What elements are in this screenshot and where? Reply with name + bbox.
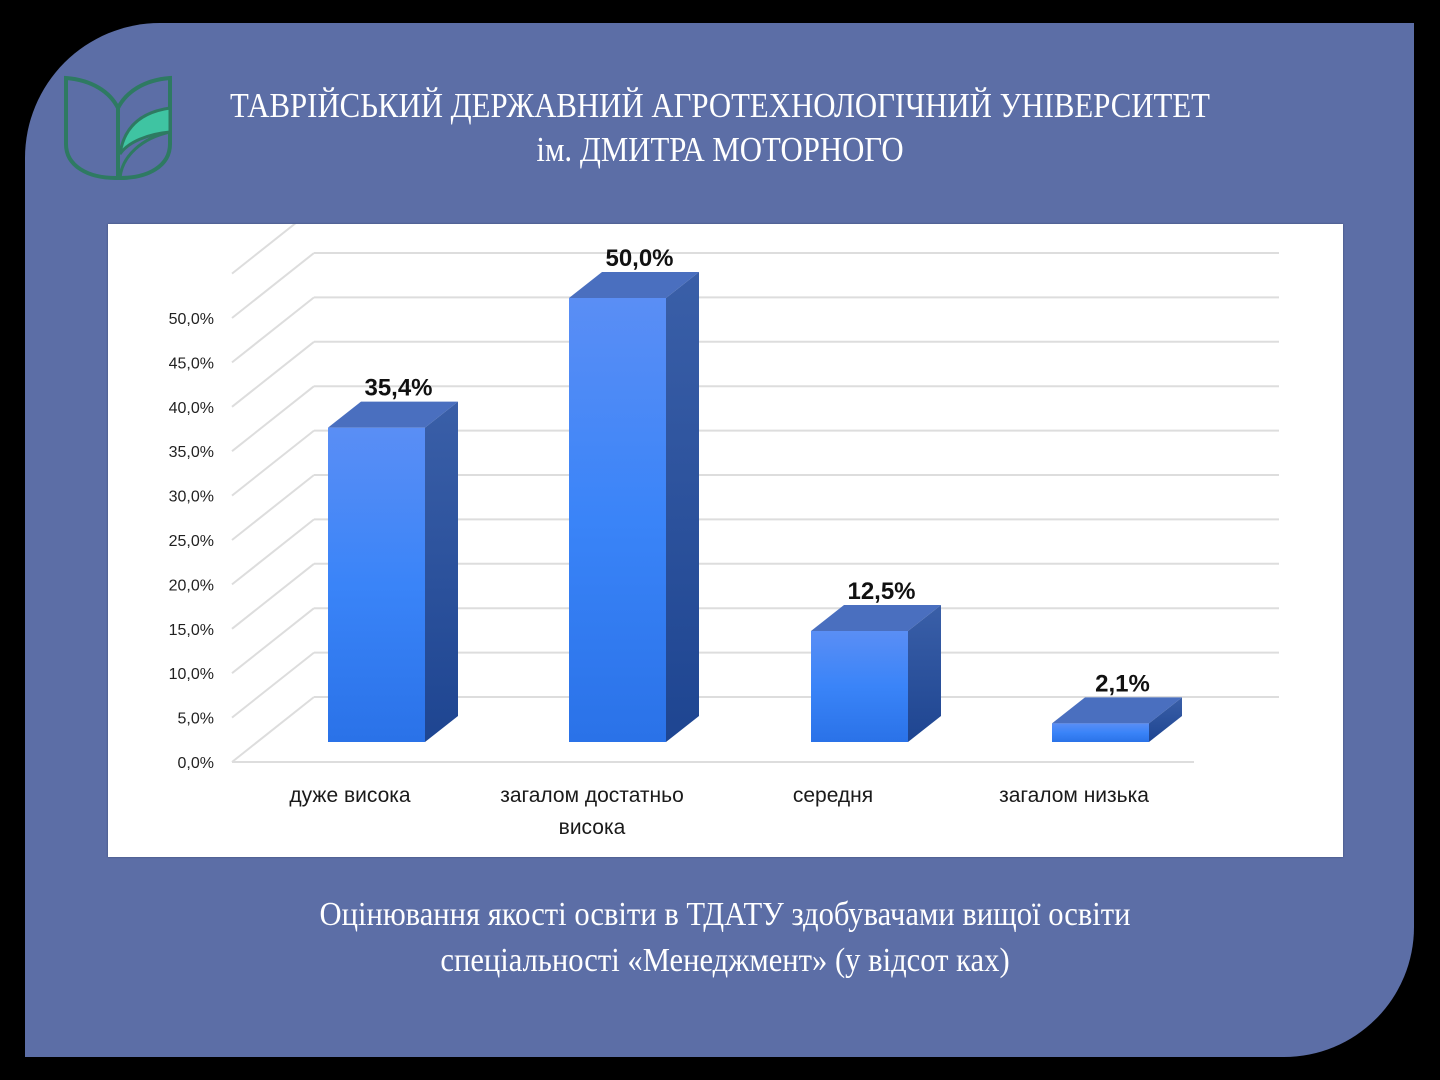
y-tick-label: 15,0% [169, 622, 214, 639]
data-label: 35,4% [364, 375, 432, 402]
x-category-label: висока [559, 816, 626, 839]
x-category-label: середня [793, 784, 873, 807]
y-tick-label: 30,0% [169, 489, 214, 506]
caption-line-1: Оцінювання якості освіти в ТДАТУ здобува… [319, 896, 1131, 933]
gridlines [231, 224, 1279, 763]
y-axis-ticks: 0,0% 5,0% 10,0% 15,0% 20,0% 25,0% 30,0% 35,0% 40… [169, 311, 214, 772]
bars: 35,4% 50,0% 12,5% 2,1% [328, 245, 1182, 742]
x-category-label: загалом низька [999, 784, 1149, 807]
chart-container: 0,0% 5,0% 10,0% 15,0% 20,0% 25,0% 30,0% 35,0% 40… [108, 224, 1343, 857]
title-line-1: ТАВРІЙСЬКИЙ ДЕРЖАВНИЙ АГРОТЕХНОЛОГІЧНИЙ … [229, 86, 1210, 125]
bar-chart: 0,0% 5,0% 10,0% 15,0% 20,0% 25,0% 30,0% 35,0% 40… [169, 224, 1279, 839]
leaf-shield-logo-icon [64, 75, 172, 180]
y-tick-label: 40,0% [169, 400, 214, 417]
y-tick-label: 50,0% [169, 311, 214, 328]
y-tick-label: 25,0% [169, 533, 214, 550]
x-category-label: загалом достатньо [500, 784, 684, 807]
x-category-label: дуже висока [289, 784, 411, 807]
caption-line-2: спеціальності «Менеджмент» (у відсот ках… [440, 942, 1010, 979]
bar-4: 2,1% [1052, 670, 1182, 742]
y-tick-label: 0,0% [178, 755, 214, 772]
y-tick-label: 20,0% [169, 577, 214, 594]
y-tick-label: 45,0% [169, 355, 214, 372]
university-title: ТАВРІЙСЬКИЙ ДЕРЖАВНИЙ АГРОТЕХНОЛОГІЧНИЙ … [218, 84, 1221, 172]
y-tick-label: 10,0% [169, 666, 214, 683]
bar-1: 35,4% [328, 375, 458, 742]
y-tick-label: 5,0% [178, 711, 214, 728]
bar-2: 50,0% [569, 245, 699, 742]
data-label: 12,5% [847, 578, 915, 605]
title-line-2: ім. ДМИТРА МОТОРНОГО [536, 130, 904, 169]
y-tick-label: 35,0% [169, 444, 214, 461]
bar-3: 12,5% [811, 578, 941, 742]
x-axis-labels: дуже висока загалом достатньо висока середн… [289, 784, 1149, 839]
chart-caption: Оцінювання якості освіти в ТДАТУ здобува… [208, 892, 1243, 984]
data-label: 50,0% [605, 245, 673, 272]
data-label: 2,1% [1095, 670, 1150, 697]
